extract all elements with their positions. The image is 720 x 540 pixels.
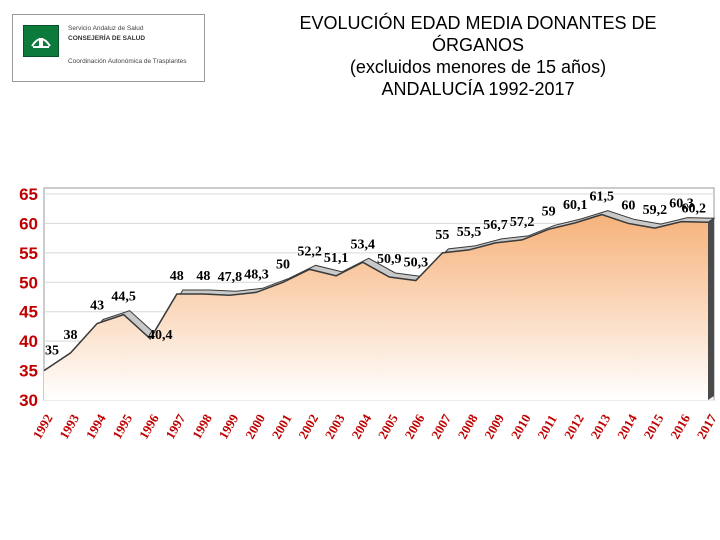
x-tick-label: 2009 bbox=[481, 411, 507, 441]
data-label: 60,1 bbox=[563, 198, 588, 213]
data-label: 48,3 bbox=[244, 267, 269, 282]
data-label: 51,1 bbox=[324, 251, 349, 266]
logo-line-2: CONSEJERÍA DE SALUD bbox=[68, 35, 146, 42]
x-tick-label: 2014 bbox=[614, 411, 640, 441]
data-label: 60,2 bbox=[682, 201, 707, 216]
chart-subtitle: (excluidos menores de 15 años) bbox=[349, 57, 607, 77]
x-tick-label: 2008 bbox=[455, 411, 481, 441]
x-tick-label: 2016 bbox=[667, 411, 693, 441]
y-tick-label: 40 bbox=[19, 332, 38, 351]
x-tick-label: 2007 bbox=[428, 411, 454, 441]
chart-title-line-3: ANDALUCÍA 1992-2017 bbox=[381, 79, 575, 99]
y-tick-label: 45 bbox=[19, 303, 38, 322]
y-tick-label: 60 bbox=[19, 214, 38, 233]
y-tick-label: 65 bbox=[19, 185, 38, 204]
x-tick-label: 2010 bbox=[508, 411, 534, 441]
data-label: 47,8 bbox=[218, 270, 243, 285]
x-tick-label: 2005 bbox=[375, 411, 401, 441]
chart-title-line-1: EVOLUCIÓN EDAD MEDIA DONANTES DE ÓRGANOS bbox=[299, 13, 657, 55]
data-label: 59 bbox=[542, 204, 556, 219]
x-tick-label: 2015 bbox=[640, 411, 666, 441]
chart-title: EVOLUCIÓN EDAD MEDIA DONANTES DE ÓRGANOS… bbox=[268, 12, 688, 100]
y-tick-label: 30 bbox=[19, 391, 38, 410]
data-label: 50 bbox=[276, 257, 290, 272]
data-label: 50,3 bbox=[404, 256, 429, 271]
y-tick-label: 55 bbox=[19, 244, 38, 263]
y-tick-label: 50 bbox=[19, 273, 38, 292]
data-label: 60 bbox=[621, 198, 635, 213]
x-tick-label: 2000 bbox=[242, 411, 268, 441]
x-tick-label: 2001 bbox=[269, 411, 295, 441]
logo-line-3: Coordinación Autonómica de Trasplantes bbox=[68, 58, 187, 65]
data-label: 57,2 bbox=[510, 215, 535, 230]
x-tick-label: 2011 bbox=[534, 412, 560, 441]
x-tick-label: 2004 bbox=[348, 411, 374, 441]
data-label: 52,2 bbox=[297, 244, 322, 259]
y-axis: 30 35 40 45 50 55 60 65 bbox=[19, 185, 38, 410]
data-label: 38 bbox=[64, 328, 78, 343]
x-tick-label: 2013 bbox=[587, 411, 613, 441]
x-tick-label: 1995 bbox=[109, 411, 135, 441]
logo-line-1: Servicio Andaluz de Salud bbox=[68, 25, 144, 32]
x-tick-label: 1999 bbox=[216, 411, 242, 441]
area-series-line bbox=[43, 213, 709, 372]
x-tick-label: 1994 bbox=[83, 411, 109, 441]
data-label: 53,4 bbox=[350, 237, 375, 252]
x-tick-label: 1997 bbox=[162, 411, 188, 441]
x-axis: 1992 1993 1994 1995 1996 1997 1998 1999 2000 2001… bbox=[30, 411, 720, 441]
x-tick-label: 1998 bbox=[189, 411, 215, 441]
data-label: 40,4 bbox=[148, 328, 173, 343]
data-label: 43 bbox=[90, 298, 104, 313]
data-label: 48 bbox=[196, 269, 210, 284]
data-labels: 35 38 43 44,5 40,4 48 48 47,8 48,3 50 52,2 51,153,4… bbox=[45, 190, 706, 359]
data-label: 55,5 bbox=[457, 225, 482, 240]
right-wall bbox=[708, 218, 714, 400]
data-label: 61,5 bbox=[590, 190, 615, 205]
data-label: 48 bbox=[170, 269, 184, 284]
x-tick-label: 2017 bbox=[694, 411, 720, 441]
data-label: 50,9 bbox=[377, 252, 402, 267]
x-tick-label: 2003 bbox=[322, 411, 348, 441]
x-tick-label: 1992 bbox=[30, 411, 56, 441]
x-tick-label: 2012 bbox=[561, 411, 587, 441]
x-tick-label: 1996 bbox=[136, 411, 162, 441]
data-label: 59,2 bbox=[643, 203, 668, 218]
x-tick-label: 2006 bbox=[401, 411, 427, 441]
x-tick-label: 1993 bbox=[56, 411, 82, 441]
y-tick-label: 35 bbox=[19, 362, 38, 381]
data-label: 35 bbox=[45, 344, 59, 359]
data-label: 60,3 bbox=[669, 197, 694, 212]
data-label: 44,5 bbox=[111, 290, 136, 305]
x-tick-label: 2002 bbox=[295, 411, 321, 441]
logo: Servicio Andaluz de Salud CONSEJERÍA DE … bbox=[12, 14, 205, 82]
andalucia-emblem-icon bbox=[23, 25, 59, 57]
data-label: 56,7 bbox=[483, 218, 508, 233]
data-label: 55 bbox=[435, 228, 449, 243]
area-series bbox=[44, 214, 708, 400]
